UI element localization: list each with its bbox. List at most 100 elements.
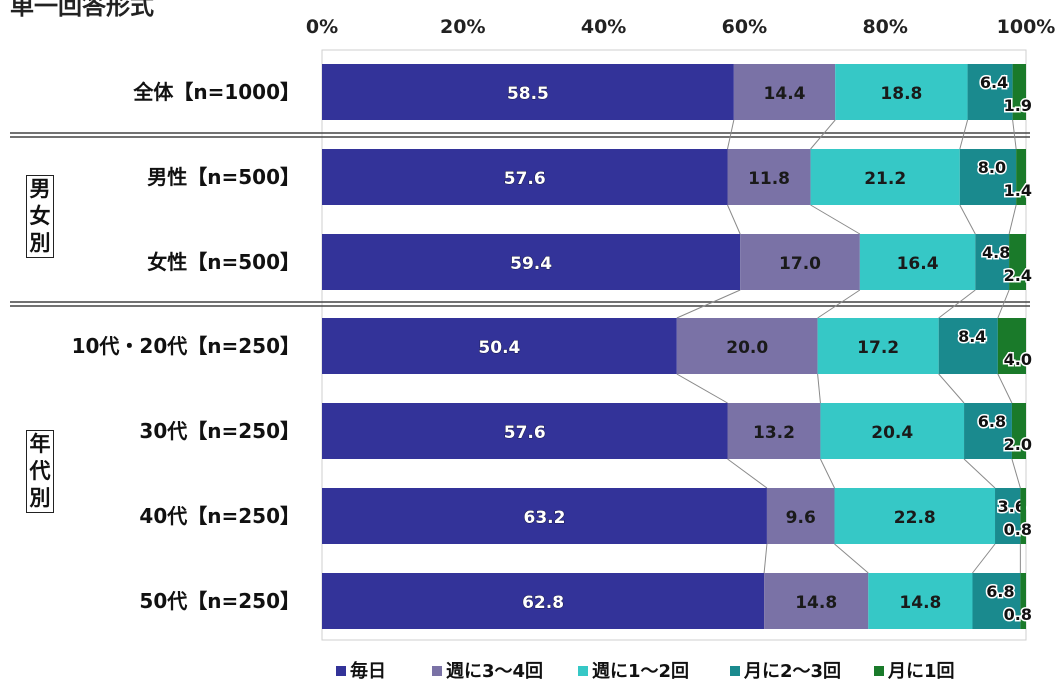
bar-segment (959, 149, 1017, 205)
data-label: 2.0 (1004, 435, 1032, 454)
data-label: 6.8 (978, 412, 1006, 431)
data-label: 50.4 (478, 338, 520, 358)
bar-segment (727, 149, 811, 205)
bar-segment (1011, 403, 1026, 459)
data-label: 11.8 (748, 169, 790, 189)
bar-segment (868, 573, 973, 629)
data-label: 13.2 (753, 423, 795, 443)
data-label: 9.6 (786, 508, 816, 528)
bar-segment (733, 64, 836, 120)
bar-segment (975, 234, 1010, 290)
x-tick-label: 0% (306, 16, 338, 38)
bar-segment (997, 318, 1026, 374)
x-tick-label: 100% (997, 16, 1056, 38)
data-label: 4.0 (1004, 350, 1032, 369)
category-label: 男性【n=500】 (147, 165, 300, 189)
bar-segment (676, 318, 818, 374)
data-label: 18.8 (880, 84, 922, 104)
bar-segment (995, 488, 1021, 544)
legend-label: 毎日 (350, 660, 386, 682)
data-label: 20.0 (726, 338, 768, 358)
group-label-gender: 男 女 別 (26, 175, 54, 258)
bar-segment (817, 318, 939, 374)
bar-segment (322, 64, 734, 120)
category-label: 40代【n=250】 (139, 504, 300, 528)
data-label: 3.6 (998, 497, 1026, 516)
bar-segment (322, 488, 767, 544)
group-label-gender-char-2: 女 (29, 204, 51, 228)
data-label: 2.4 (1004, 266, 1032, 285)
bar-segment (322, 318, 677, 374)
bar-segment (810, 149, 960, 205)
category-label: 50代【n=250】 (139, 589, 300, 613)
bar-segment (835, 64, 968, 120)
series-connector-line (997, 289, 1010, 319)
data-label: 62.8 (522, 593, 564, 613)
data-label: 16.4 (897, 254, 939, 274)
data-label: 14.8 (899, 593, 941, 613)
data-label: 14.4 (764, 84, 806, 104)
bar-segment (740, 234, 860, 290)
series-connector-line (834, 543, 869, 574)
data-label: 57.6 (504, 169, 546, 189)
bar-segment (1020, 573, 1026, 629)
data-label: 58.5 (507, 84, 549, 104)
category-label: 10代・20代【n=250】 (72, 334, 300, 358)
data-label: 20.4 (871, 423, 913, 443)
data-label: 14.8 (795, 593, 837, 613)
group-label-gender-char-1: 男 (29, 177, 51, 201)
series-connector-line (810, 204, 861, 235)
bar-segment (834, 488, 996, 544)
data-label: 6.8 (986, 582, 1014, 601)
legend-label: 週に3～4回 (446, 661, 543, 682)
group-label-age: 年 代 別 (26, 430, 54, 513)
legend-swatch (432, 666, 442, 676)
data-label: 17.2 (857, 338, 899, 358)
data-label: 0.8 (1004, 520, 1032, 539)
bar-segment (938, 318, 998, 374)
series-connector-line (938, 373, 965, 404)
bar-segment (727, 403, 821, 459)
bar-segment (964, 403, 1012, 459)
series-connector-line (676, 373, 728, 404)
bar-segment (1012, 64, 1026, 120)
legend-label: 月に1回 (887, 661, 955, 682)
bar-segment (322, 149, 728, 205)
bar-segment (766, 488, 835, 544)
legend-swatch (578, 666, 588, 676)
series-connector-line (817, 373, 821, 404)
series-connector-line (959, 119, 969, 150)
data-label: 1.4 (1004, 181, 1032, 200)
bar-segment (967, 64, 1013, 120)
category-label: 30代【n=250】 (139, 419, 300, 443)
series-connector-line (727, 458, 768, 489)
series-connector-line (1008, 204, 1017, 235)
series-connector-line (1012, 119, 1017, 150)
legend-swatch (874, 666, 884, 676)
category-label: 女性【n=500】 (147, 250, 300, 274)
data-label: 6.4 (980, 73, 1008, 92)
bar-segment (322, 403, 728, 459)
data-label: 22.8 (894, 508, 936, 528)
series-connector-line (959, 204, 976, 235)
group-label-gender-char-3: 別 (29, 231, 51, 255)
series-connector-line (1011, 458, 1021, 489)
series-connector-line (997, 373, 1013, 404)
data-label: 0.8 (1004, 605, 1032, 624)
series-connector-line (819, 458, 835, 489)
data-label: 8.4 (958, 327, 986, 346)
data-label: 1.9 (1004, 96, 1032, 115)
group-label-age-char-3: 別 (29, 486, 51, 510)
legend-label: 月に2～3回 (743, 661, 841, 682)
series-connector-line (972, 543, 996, 574)
bar-segment (820, 403, 965, 459)
x-tick-label: 80% (862, 16, 907, 38)
bar-segment (322, 234, 741, 290)
x-tick-label: 60% (722, 16, 767, 38)
legend-label: 週に1～2回 (592, 661, 689, 682)
data-label: 4.8 (982, 243, 1010, 262)
x-tick-label: 40% (581, 16, 626, 38)
bar-segment (1016, 149, 1026, 205)
bar-segment (859, 234, 976, 290)
